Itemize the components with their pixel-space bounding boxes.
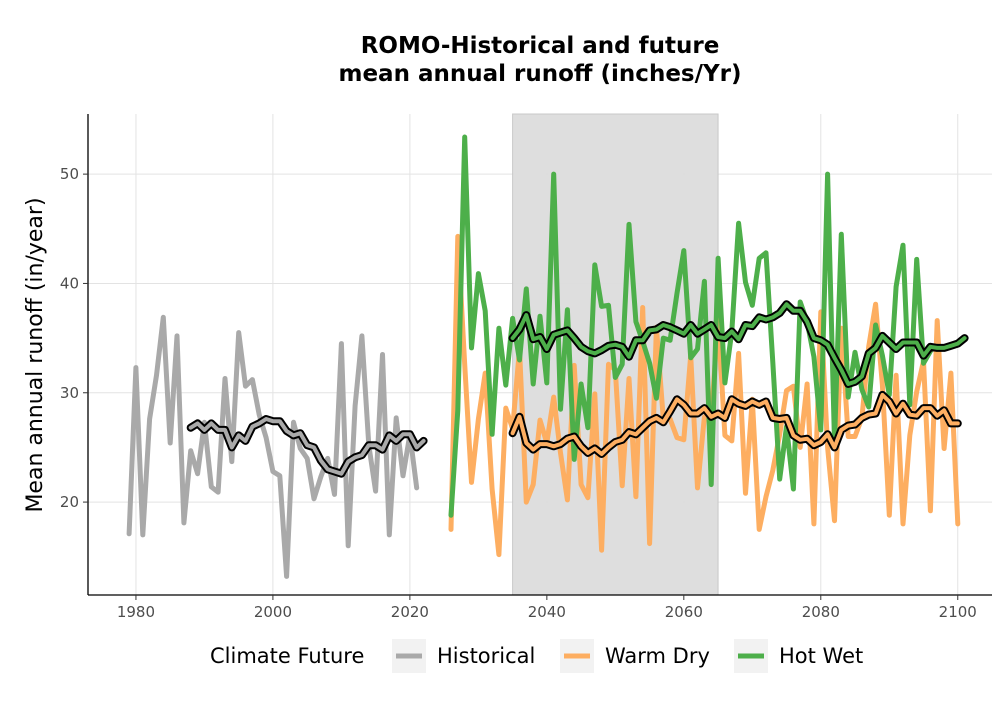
x-tick-label: 2040 bbox=[528, 603, 566, 621]
y-tick-label: 30 bbox=[60, 384, 79, 402]
series-line-warm-dry bbox=[448, 233, 961, 558]
y-tick-label: 40 bbox=[60, 274, 79, 292]
legend-title: Climate Future bbox=[210, 644, 364, 668]
y-axis-title: Mean annual runoff (in/year) bbox=[23, 197, 48, 512]
chart-title-line-1: ROMO-Historical and future bbox=[361, 33, 720, 59]
x-tick-label: 2020 bbox=[391, 603, 429, 621]
chart-title-line-2: mean annual runoff (inches/Yr) bbox=[338, 61, 741, 87]
smooth-line-warm-dry-smoothed bbox=[510, 392, 960, 456]
smooth-line-hot-wet-smoothed bbox=[510, 302, 967, 386]
y-tick-label: 20 bbox=[60, 493, 79, 511]
x-tick-label: 2100 bbox=[939, 603, 977, 621]
y-tick-label: 50 bbox=[60, 165, 79, 183]
x-tick-label: 2000 bbox=[254, 603, 292, 621]
smooth-line-historical-smoothed bbox=[188, 417, 426, 476]
plot-area: 1980 2000 2020 2040 2060 2080 2100 20 30 40 50 bbox=[60, 113, 992, 621]
legend-label-warm-dry: Warm Dry bbox=[605, 644, 710, 668]
x-tick-label: 1980 bbox=[117, 603, 155, 621]
legend: Climate Future Historical Warm Dry Hot Wet bbox=[210, 639, 863, 673]
legend-label-hot-wet: Hot Wet bbox=[779, 644, 863, 668]
x-tick-label: 2080 bbox=[802, 603, 840, 621]
x-tick-label: 2060 bbox=[665, 603, 703, 621]
legend-label-historical: Historical bbox=[437, 644, 535, 668]
